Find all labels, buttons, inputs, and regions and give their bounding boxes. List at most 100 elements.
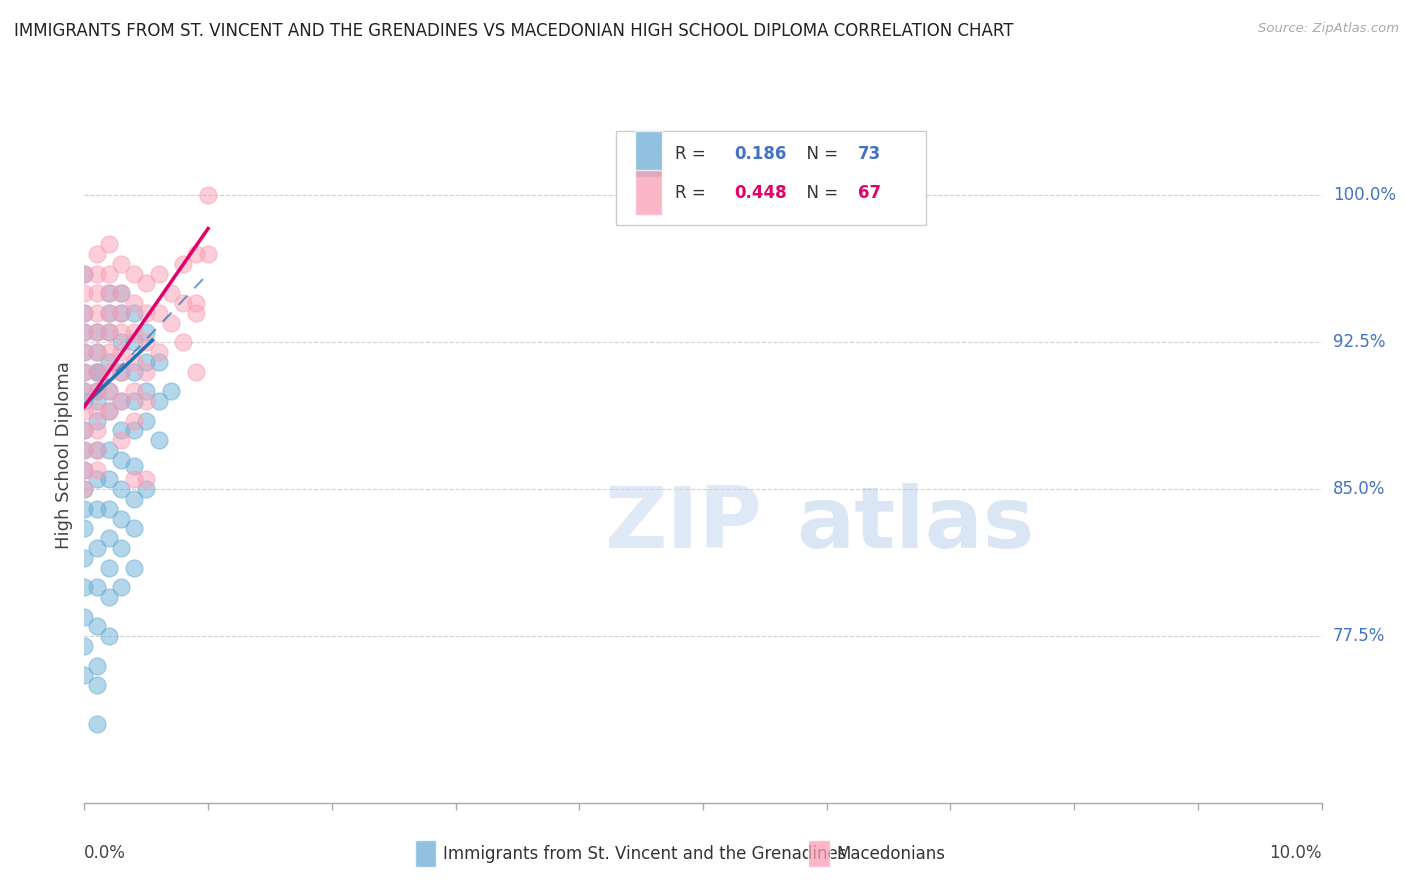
Point (122, 355, 145, 369)
Text: IMMIGRANTS FROM ST. VINCENT AND THE GRENADINES VS MACEDONIAN HIGH SCHOOL DIPLOMA: IMMIGRANTS FROM ST. VINCENT AND THE GREN… (14, 22, 1014, 40)
Point (122, 560, 145, 574)
Point (122, 326, 145, 340)
Point (86, 619, 108, 633)
Point (172, 335, 194, 350)
Text: 92.5%: 92.5% (1333, 334, 1385, 351)
Point (73, 267, 96, 281)
Point (98, 286, 121, 301)
Point (197, 188, 219, 202)
Point (98, 501, 121, 516)
Point (73, 365, 96, 379)
Point (135, 365, 157, 379)
Point (110, 257, 132, 271)
Text: 0.0%: 0.0% (84, 845, 127, 863)
Point (86, 326, 108, 340)
Point (122, 267, 145, 281)
Point (122, 472, 145, 486)
Point (73, 404, 96, 418)
Point (98, 306, 121, 320)
Point (110, 345, 132, 359)
Point (197, 247, 219, 261)
Point (110, 424, 132, 438)
Point (110, 326, 132, 340)
Text: R =: R = (675, 184, 710, 202)
Point (135, 277, 157, 291)
Text: N =: N = (796, 184, 844, 202)
Point (135, 335, 157, 350)
Point (86, 443, 108, 458)
Point (73, 639, 96, 653)
Point (184, 365, 207, 379)
Point (73, 267, 96, 281)
Point (86, 414, 108, 428)
Point (135, 394, 157, 409)
Point (135, 306, 157, 320)
Point (86, 306, 108, 320)
Point (86, 286, 108, 301)
Point (135, 414, 157, 428)
Point (122, 414, 145, 428)
Point (98, 404, 121, 418)
Point (110, 482, 132, 496)
Point (86, 404, 108, 418)
Point (73, 394, 96, 409)
Point (86, 678, 108, 692)
Point (135, 326, 157, 340)
Point (148, 267, 170, 281)
Point (160, 286, 183, 301)
Point (110, 511, 132, 525)
Point (110, 541, 132, 555)
Point (122, 384, 145, 399)
Text: 10.0%: 10.0% (1270, 845, 1322, 863)
Point (110, 306, 132, 320)
Point (160, 316, 183, 330)
Point (73, 462, 96, 476)
Point (172, 296, 194, 310)
Point (98, 326, 121, 340)
Point (98, 443, 121, 458)
Point (110, 335, 132, 350)
Point (73, 345, 96, 359)
Point (110, 365, 132, 379)
Point (98, 237, 121, 252)
Point (86, 345, 108, 359)
Y-axis label: High School Diploma: High School Diploma (55, 361, 73, 549)
Point (135, 472, 157, 486)
Point (110, 286, 132, 301)
Point (73, 365, 96, 379)
Bar (636, 169, 662, 215)
Text: N =: N = (796, 145, 844, 163)
Point (86, 717, 108, 731)
Point (98, 531, 121, 545)
Point (86, 326, 108, 340)
Point (98, 345, 121, 359)
Point (110, 394, 132, 409)
Point (122, 458, 145, 473)
Text: 100.0%: 100.0% (1333, 186, 1396, 204)
Text: atlas: atlas (796, 483, 1033, 566)
Point (135, 355, 157, 369)
Point (86, 365, 108, 379)
Point (98, 560, 121, 574)
Point (86, 247, 108, 261)
Point (122, 306, 145, 320)
Text: Source: ZipAtlas.com: Source: ZipAtlas.com (1258, 22, 1399, 36)
Point (98, 365, 121, 379)
Point (73, 306, 96, 320)
Point (86, 394, 108, 409)
Point (98, 326, 121, 340)
Point (98, 267, 121, 281)
Point (122, 296, 145, 310)
Point (73, 521, 96, 535)
Point (73, 326, 96, 340)
Point (135, 384, 157, 399)
Point (73, 306, 96, 320)
Bar (636, 131, 662, 177)
Text: ZIP: ZIP (605, 483, 762, 566)
Point (122, 521, 145, 535)
Point (110, 286, 132, 301)
Point (122, 491, 145, 506)
Point (122, 424, 145, 438)
Point (98, 629, 121, 643)
Point (73, 609, 96, 624)
